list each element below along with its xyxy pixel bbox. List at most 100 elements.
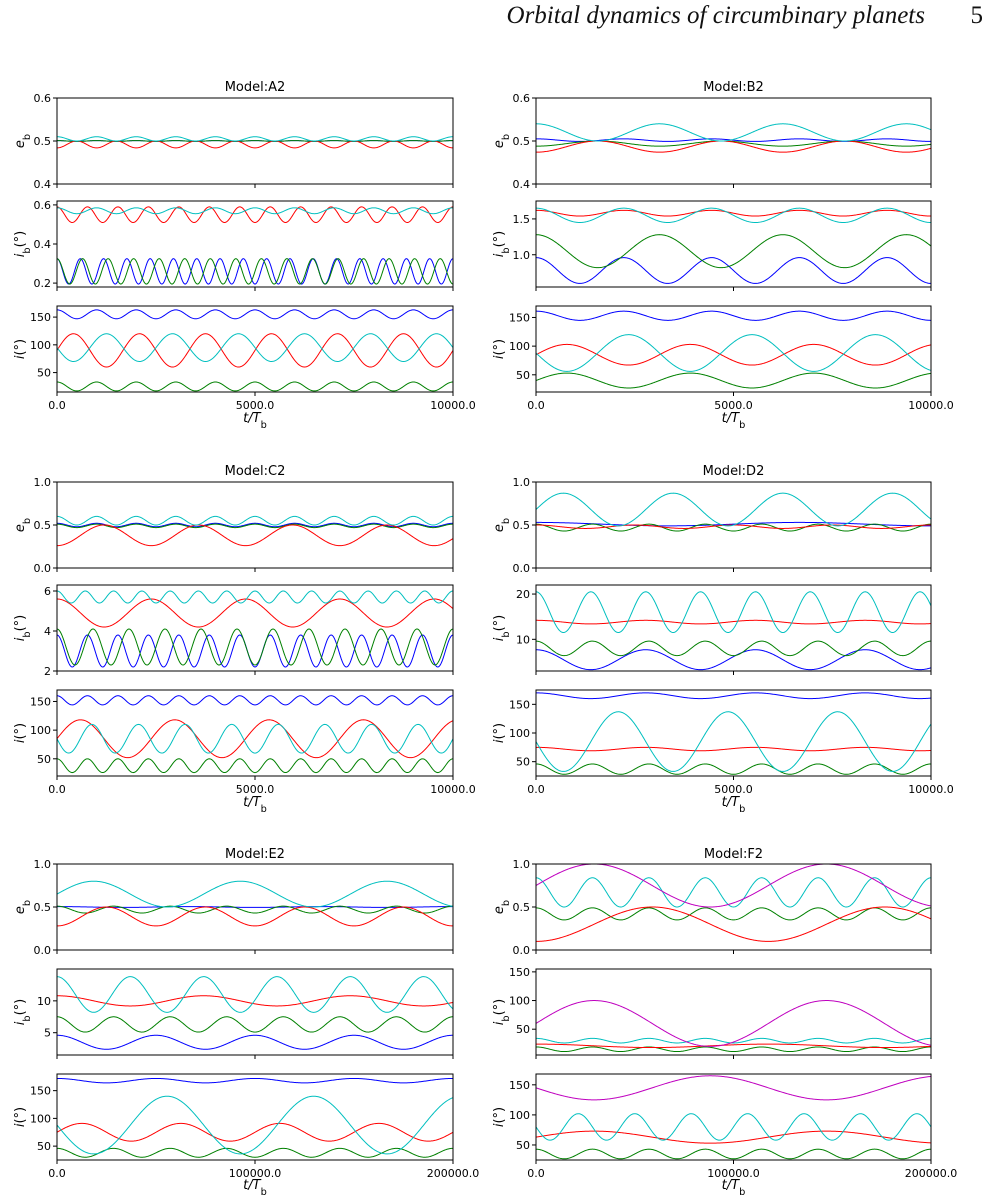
series-line-magenta [536,864,931,908]
y-tick-label: 150 [509,311,530,324]
series-line-red [57,206,453,224]
series-line-red [57,719,453,759]
page-number: 5 [970,2,984,29]
x-tick-label: 0.0 [48,399,66,412]
series-line-magenta [536,1000,931,1047]
series-line-green [57,523,453,529]
series-line-green [57,758,453,774]
series-group [536,692,931,775]
series-line-green [536,523,931,532]
series-line-cyan [57,515,453,526]
y-tick-label: 50 [516,1139,530,1152]
y-tick-label: 100 [509,1109,530,1122]
y-tick-label: 1.5 [513,213,531,226]
panel-1: 0.0 0.5 1.0 eb [13,858,454,957]
panel-3: 50 100 150 i(°) 0.0 5000.0 10000.0 [13,305,476,412]
series-line-cyan [57,333,453,362]
x-tick-label: 200000.0 [427,1167,480,1180]
y-tick-label: 0.4 [34,178,52,191]
series-line-red [536,1043,931,1049]
y-tick-label: 10 [37,995,51,1008]
series-line-red [57,995,453,1007]
y-tick-label: 0.0 [513,562,531,575]
x-tick-label: 5000.0 [236,783,275,796]
series-line-blue [536,310,931,321]
y-tick-label: 0.6 [34,199,52,212]
y-tick-label: 10 [516,633,530,646]
axes-frame [535,1073,932,1161]
series-line-red [57,140,453,149]
y-axis-label: eb [492,518,512,532]
y-tick-label: 0.0 [34,944,52,957]
series-group [536,123,931,153]
y-axis-label: ib(°) [492,615,512,641]
y-axis-label: i(°) [13,339,28,359]
y-tick-label: 1.0 [513,858,531,871]
series-line-green [536,1046,931,1053]
series-line-red [57,598,453,628]
series-group [57,309,453,392]
series-line-red [536,906,931,942]
y-tick-label: 0.5 [513,901,531,914]
series-group [536,310,931,389]
series-line-green [536,234,931,269]
y-tick-label: 0.5 [34,135,52,148]
y-tick-label: 1.0 [513,249,531,262]
x-axis-label: t/Tb [243,1178,267,1198]
y-tick-label: 0.0 [513,944,531,957]
series-group [536,1000,931,1053]
y-axis-label: ib(°) [13,999,33,1025]
x-axis-label: t/Tb [722,411,746,431]
panel-2: 50 100 150 ib(°) [492,966,932,1059]
series-line-cyan [536,492,931,527]
series-group [57,695,453,774]
series-line-blue [536,649,931,671]
series-group [57,590,453,668]
x-axis-label: t/Tb [243,411,267,431]
y-tick-label: 1.0 [513,476,531,489]
panel-2: 2 4 6 ib(°) [13,584,454,678]
y-axis-label: i(°) [13,1107,28,1127]
y-tick-label: 100 [509,995,530,1008]
series-group [536,864,931,942]
series-line-cyan [536,1037,931,1044]
x-tick-label: 10000.0 [908,399,954,412]
x-tick-label: 0.0 [527,399,545,412]
y-tick-label: 20 [516,588,530,601]
series-line-cyan [536,591,931,634]
y-tick-label: 150 [509,698,530,711]
x-tick-label: 5000.0 [236,399,275,412]
y-tick-label: 0.2 [34,277,52,290]
y-tick-label: 4 [44,625,51,638]
series-group [536,207,931,284]
y-tick-label: 100 [509,727,530,740]
chart-title: Model:A2 [225,80,286,95]
chart-title: Model:E2 [225,847,285,862]
series-group [57,976,453,1050]
y-axis-label: eb [13,900,33,914]
axes-frame [56,1073,454,1161]
y-axis-label: ib(°) [492,999,512,1025]
series-line-red [57,906,453,927]
chart-title: Model:F2 [704,847,763,862]
x-tick-label: 0.0 [527,783,545,796]
axes-frame [535,200,932,288]
panel-2: 10 20 ib(°) [492,584,932,675]
panel-1: 0.0 0.5 1.0 eb [492,858,932,957]
y-tick-label: 150 [30,1085,51,1098]
panel-1: 0.4 0.5 0.6 eb [13,92,454,191]
series-line-red [536,746,931,752]
x-tick-label: 10000.0 [430,783,476,796]
series-line-blue [536,257,931,284]
series-line-green [57,140,453,142]
series-line-red [536,343,931,366]
y-tick-label: 150 [509,966,530,979]
y-tick-label: 100 [30,1112,51,1125]
series-line-green [536,1148,931,1160]
y-axis-label: i(°) [13,723,28,743]
series-line-blue [57,1034,453,1050]
series-line-blue [536,138,931,142]
